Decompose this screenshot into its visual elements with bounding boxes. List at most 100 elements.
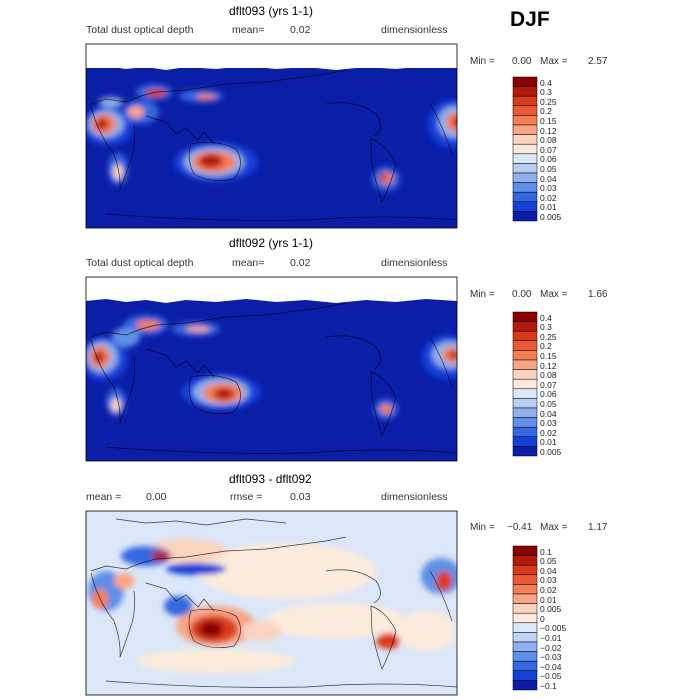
panel3-rmse-value: 0.03 xyxy=(290,491,311,503)
panel1-colorbar-cell xyxy=(512,211,538,222)
panel2-colorbar-cell xyxy=(512,311,538,322)
panel2-colorbar-cell xyxy=(512,407,538,418)
panel3-colorbar-tick: −0.05 xyxy=(540,671,562,682)
panel1-colorbar-tick: 0.4 xyxy=(540,77,552,88)
panel2-colorbar-tick: 0.04 xyxy=(540,408,557,419)
panel1-colorbar-tick: 0.3 xyxy=(540,87,552,98)
panel1-colorbar-tick: 0.07 xyxy=(540,144,557,155)
panel3-colorbar-tick: 0.03 xyxy=(540,575,557,586)
panel2-colorbar-cell xyxy=(512,417,538,428)
panel2-colorbar-tick: 0.25 xyxy=(540,331,557,342)
panel1-colorbar-tick: 0.01 xyxy=(540,202,557,213)
panel1-colorbar-tick: 0.12 xyxy=(540,125,557,136)
panel2-units: dimensionless xyxy=(381,257,448,269)
panel2-colorbar-tick: 0.07 xyxy=(540,379,557,390)
panel2-colorbar-cell xyxy=(512,350,538,361)
panel3-colorbar-tick: −0.005 xyxy=(540,623,567,634)
panel1-colorbar-cell xyxy=(512,76,538,87)
panel3-colorbar-tick: −0.01 xyxy=(540,632,562,643)
panel3-max-value: 1.17 xyxy=(588,522,608,533)
panel3-colorbar-cell xyxy=(512,651,538,662)
panel1-colorbar-tick: 0.03 xyxy=(540,183,557,194)
panel2-colorbar-cell xyxy=(512,446,538,457)
panel1-colorbar-tick: 0.2 xyxy=(540,106,552,117)
panel1-colorbar-tick: 0.05 xyxy=(540,163,557,174)
panel3-units: dimensionless xyxy=(381,491,448,503)
panel1-colorbar-tick: 0.25 xyxy=(540,96,557,107)
panel3-colorbar-cell xyxy=(512,612,538,624)
panel3-colorbar-tick: −0.04 xyxy=(540,661,562,672)
panel3-colorbar-tick: 0.02 xyxy=(540,584,557,595)
panel3-rmse-label: rmse = xyxy=(230,491,263,503)
panel2-colorbar-tick: 0.05 xyxy=(540,398,557,409)
panel2-colorbar-cell xyxy=(512,340,538,351)
panel3-mean-label: mean = xyxy=(86,491,122,503)
panel3-map xyxy=(85,510,458,696)
panel3-colorbar-tick: 0.01 xyxy=(540,594,557,605)
panel3-colorbar-tick: 0.04 xyxy=(540,565,557,576)
panel3-colorbar-tick: 0.1 xyxy=(540,546,552,557)
panel1-colorbar-cell xyxy=(512,105,538,116)
panel1-map xyxy=(85,43,458,229)
panel2-colorbar-tick: 0.06 xyxy=(540,389,557,400)
panel2-mean-label: mean= xyxy=(232,257,265,269)
panel1-variable-label: Total dust optical depth xyxy=(86,24,194,36)
panel1-colorbar-tick: 0.02 xyxy=(540,192,557,203)
panel2-colorbar-cell xyxy=(512,388,538,399)
panel3-colorbar-cell xyxy=(512,622,538,633)
panel3-mean-value: 0.00 xyxy=(146,491,167,503)
panel3-colorbar-tick: 0.005 xyxy=(540,604,562,615)
panel3-colorbar-tick: −0.1 xyxy=(540,680,557,691)
panel2-min-value: 0.00 xyxy=(512,289,532,300)
panel3-colorbar-cell xyxy=(512,593,538,604)
panel3-colorbar-cell xyxy=(512,670,538,681)
panel1-colorbar-cell xyxy=(512,124,538,135)
panel1-min-value: 0.00 xyxy=(512,56,532,67)
panel2-colorbar-cell xyxy=(512,398,538,409)
panel1-mean-label: mean= xyxy=(232,24,265,36)
panel2-variable-label: Total dust optical depth xyxy=(86,257,194,269)
panel2-mean-value: 0.02 xyxy=(290,257,311,269)
panel1-units: dimensionless xyxy=(381,24,448,36)
panel2-colorbar-tick: 0.3 xyxy=(540,322,552,333)
panel1-colorbar-tick: 0.08 xyxy=(540,135,557,146)
panel1-colorbar-cell xyxy=(512,86,538,97)
panel1-colorbar-cell xyxy=(512,163,538,174)
panel1-colorbar-cell xyxy=(512,115,538,126)
panel3-colorbar-tick: 0.05 xyxy=(540,556,557,567)
panel3-title: dflt093 - dflt092 xyxy=(229,472,312,486)
panel2-colorbar-tick: 0.15 xyxy=(540,350,557,361)
panel2-colorbar-tick: 0.03 xyxy=(540,418,557,429)
panel2-title: dflt092 (yrs 1-1) xyxy=(229,236,314,250)
panel1-max-value: 2.57 xyxy=(588,56,608,67)
panel3-colorbar-tick: −0.02 xyxy=(540,642,562,653)
panel1-min-label: Min = xyxy=(470,56,495,67)
panel1-colorbar-cell xyxy=(512,134,538,145)
panel3-colorbar-cell xyxy=(512,545,538,556)
panel1-mean-value: 0.02 xyxy=(290,24,311,36)
panel2-colorbar-tick: 0.4 xyxy=(540,312,552,323)
panel3-colorbar-cell xyxy=(512,660,538,672)
panel1-colorbar-cell xyxy=(512,201,538,212)
panel1-colorbar-tick: 0.005 xyxy=(540,211,562,222)
panel2-colorbar-cell xyxy=(512,359,538,370)
panel3-colorbar-cell xyxy=(512,574,538,585)
panel3-max-label: Max = xyxy=(540,522,568,533)
panel2-colorbar-cell xyxy=(512,436,538,447)
panel3-min-value: −0.41 xyxy=(507,522,533,533)
panel3-colorbar-cell xyxy=(512,555,538,566)
season-label: DJF xyxy=(510,8,550,31)
panel2-max-value: 1.66 xyxy=(588,289,608,300)
panel3-colorbar-cell xyxy=(512,641,538,652)
panel2-colorbar-cell xyxy=(512,330,538,342)
panel3-colorbar-cell xyxy=(512,564,538,576)
panel2-colorbar-tick: 0.01 xyxy=(540,437,557,448)
panel2-colorbar-tick: 0.02 xyxy=(540,427,557,438)
panel1-colorbar-cell xyxy=(512,172,538,183)
panel1-title: dflt093 (yrs 1-1) xyxy=(229,4,314,18)
panel1-colorbar-tick: 0.06 xyxy=(540,154,557,165)
panel2-colorbar-tick: 0.005 xyxy=(540,446,562,457)
panel3-colorbar-tick: 0 xyxy=(540,613,545,624)
panel2-min-label: Min = xyxy=(470,289,495,300)
